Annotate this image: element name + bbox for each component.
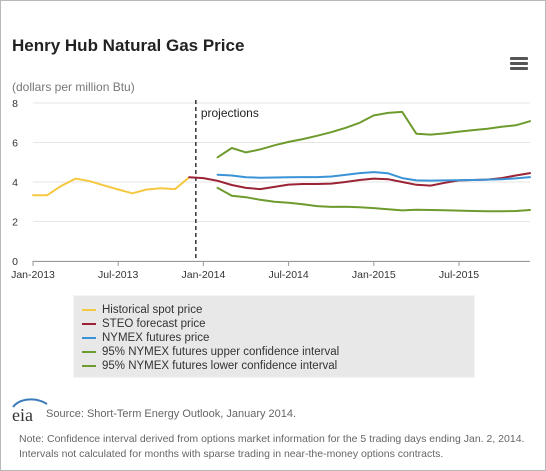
hamburger-menu-icon[interactable] [510, 57, 528, 71]
legend-item-historical: Historical spot price [74, 303, 474, 317]
legend-item-nymex: NYMEX futures price [74, 331, 474, 345]
footnote-text: Note: Confidence interval derived from o… [19, 433, 525, 460]
legend-label: STEO forecast price [102, 318, 206, 330]
y-axis-units-label: (dollars per million Btu) [12, 80, 135, 94]
x-tick-label: Jul-2015 [439, 269, 479, 281]
legend-item-lower-ci: 95% NYMEX futures lower confidence inter… [74, 359, 474, 373]
legend-swatch [82, 309, 96, 311]
series-line-2 [216, 171, 531, 182]
eia-logo-text: eia [12, 405, 33, 424]
eia-logo-icon: eia [12, 398, 48, 424]
legend-item-steo: STEO forecast price [74, 317, 474, 331]
series-line-4 [216, 186, 531, 213]
x-tick-label: Jan-2015 [352, 269, 396, 281]
y-tick-label: 8 [12, 98, 18, 110]
legend-item-upper-ci: 95% NYMEX futures upper confidence inter… [74, 345, 474, 359]
legend-label: Historical spot price [102, 304, 203, 316]
legend: Historical spot price STEO forecast pric… [73, 295, 475, 378]
y-tick-labels: 0 2 4 6 8 [12, 98, 18, 268]
y-tick-label: 2 [12, 217, 18, 229]
x-tick-label: Jan-2013 [11, 269, 55, 281]
legend-swatch [82, 337, 96, 339]
legend-label: NYMEX futures price [102, 332, 210, 344]
projections-annotation: projections [201, 106, 259, 120]
x-tick-label: Jan-2014 [182, 269, 226, 281]
x-tick-labels: Jan-2013 Jul-2013 Jan-2014 Jul-2014 Jan-2015… [11, 261, 530, 281]
chart-title: Henry Hub Natural Gas Price [12, 36, 245, 55]
y-tick-label: 6 [12, 138, 18, 150]
series-line-1 [188, 172, 531, 191]
series-line-0 [32, 176, 191, 197]
series-line-3 [216, 110, 531, 159]
legend-swatch [82, 323, 96, 325]
legend-label: 95% NYMEX futures lower confidence inter… [102, 360, 338, 372]
legend-swatch [82, 351, 96, 353]
y-tick-label: 0 [12, 256, 18, 268]
legend-swatch [82, 365, 96, 367]
x-tick-label: Jul-2014 [268, 269, 308, 281]
series-lines [32, 110, 531, 213]
y-tick-label: 4 [12, 177, 18, 189]
x-tick-label: Jul-2013 [98, 269, 138, 281]
legend-label: 95% NYMEX futures upper confidence inter… [102, 346, 340, 358]
source-text: Source: Short-Term Energy Outlook, Janua… [46, 408, 297, 420]
